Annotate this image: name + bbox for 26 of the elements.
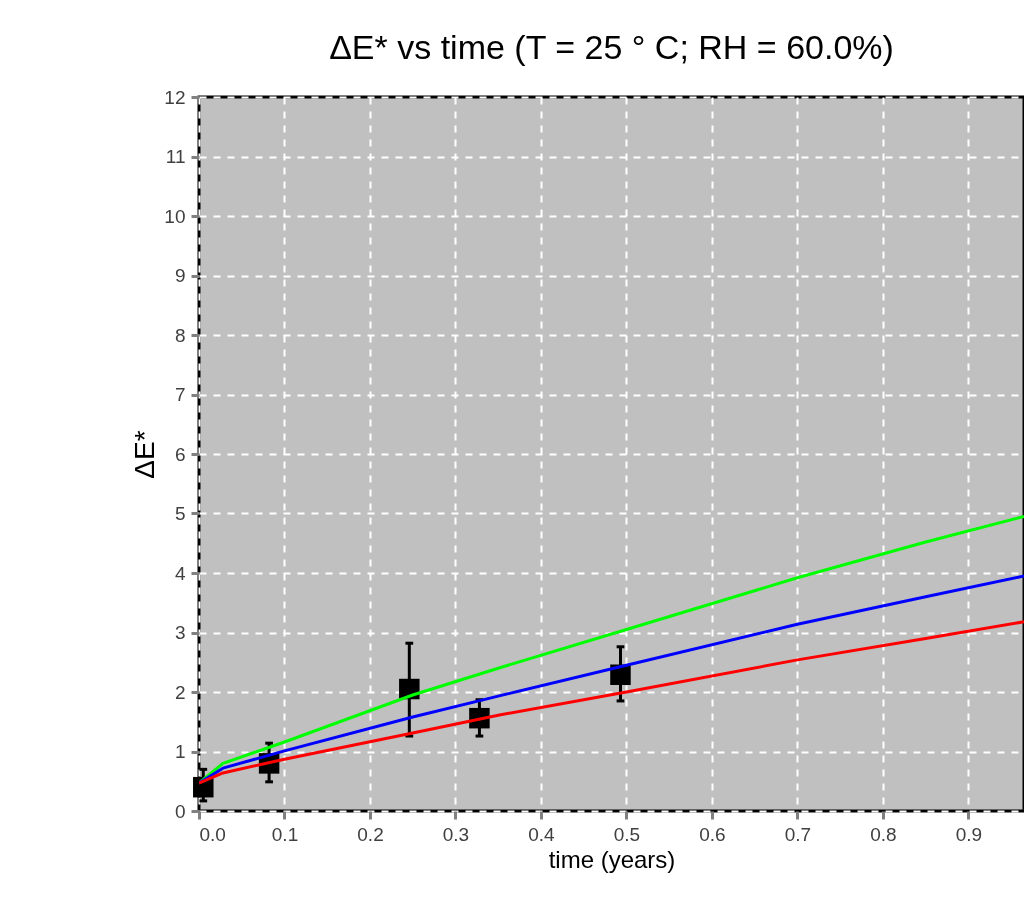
y-tick-label: 6 — [174, 443, 186, 465]
x-tick-label: 0.1 — [271, 823, 299, 845]
x-tick-label: 0.2 — [357, 823, 384, 845]
y-tick-label: 1 — [174, 741, 186, 762]
chart-title: ΔE* vs time (T = 25 ° C; RH = 60.0%) — [329, 28, 894, 66]
x-tick-label: 0.0 — [199, 823, 226, 845]
x-axis-title: time (years) — [548, 845, 676, 873]
x-tick-label: 0.3 — [442, 823, 470, 845]
y-tick-label: 7 — [174, 384, 186, 405]
y-tick-label: 8 — [174, 324, 186, 346]
y-tick-label: 11 — [165, 146, 186, 167]
y-tick-label: 2 — [174, 681, 186, 703]
y-tick-label: 5 — [174, 503, 186, 524]
x-tick-label: 0.5 — [613, 823, 641, 845]
y-tick-label: 12 — [164, 86, 186, 108]
x-tick-label: 0.7 — [784, 823, 812, 845]
x-tick-label: 0.4 — [528, 823, 556, 845]
y-tick-label: 4 — [174, 562, 186, 584]
x-tick-label: 0.9 — [955, 823, 983, 845]
y-axis-title: ΔE* — [129, 430, 161, 479]
y-tick-label: 10 — [164, 205, 186, 227]
x-tick-label: 0.8 — [870, 823, 897, 845]
y-tick-label: 0 — [174, 800, 186, 822]
y-tick-label: 9 — [174, 265, 186, 286]
y-tick-label: 3 — [174, 622, 186, 643]
x-tick-label: 0.6 — [699, 823, 726, 845]
